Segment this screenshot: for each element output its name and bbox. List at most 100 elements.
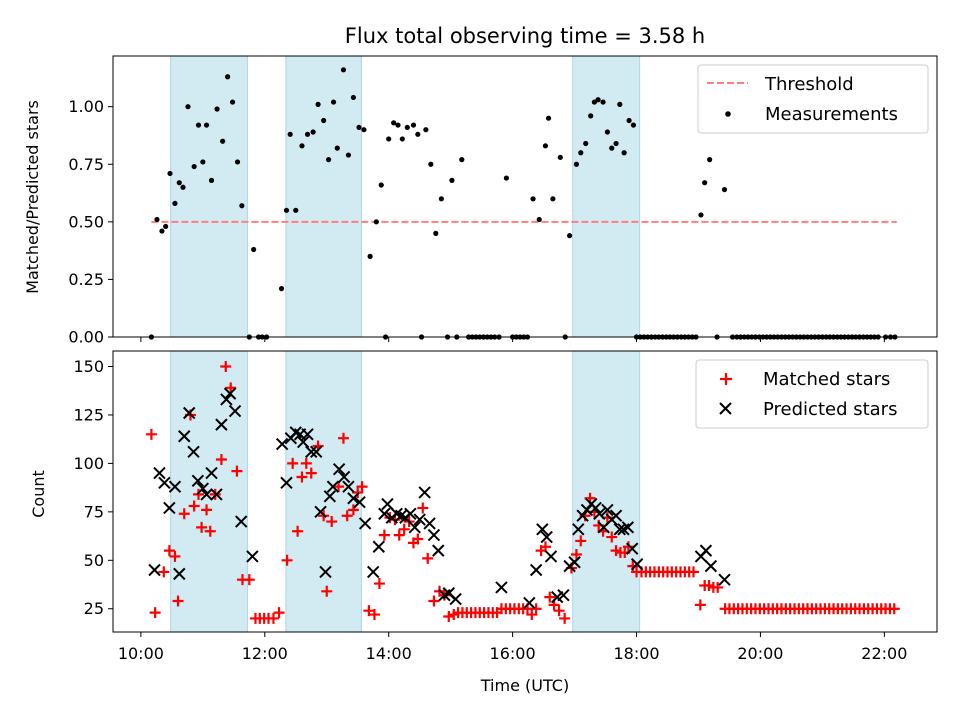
x-tick-label: 14:00 [366, 644, 412, 663]
predicted-star-point [589, 501, 602, 515]
measurement-point [449, 177, 455, 183]
measurement-point [299, 143, 305, 149]
top-x-ticks [140, 337, 885, 342]
measurement-point [721, 186, 728, 193]
measurement-point [557, 154, 563, 160]
matched-star-point [292, 525, 304, 537]
bottom-y-axis-label: Count [29, 470, 48, 518]
predicted-star-point [235, 515, 248, 528]
predicted-star-point [337, 470, 351, 484]
measurement-point [251, 246, 257, 253]
measurement-point [340, 67, 347, 73]
measurement-point [356, 124, 362, 131]
y-tick-label: 1.00 [68, 97, 104, 116]
measurement-point [583, 140, 589, 147]
measurement-point [229, 99, 236, 105]
y-tick-label: 0.25 [68, 270, 104, 289]
shaded-interval [572, 350, 641, 633]
measurement-point [176, 180, 182, 186]
predicted-star-point [568, 556, 581, 569]
measurement-point [220, 138, 226, 144]
measurement-point [399, 136, 405, 142]
predicted-star-point [536, 523, 549, 536]
matched-star-point [178, 508, 190, 520]
measurement-point [386, 136, 392, 142]
matched-star-point [888, 603, 900, 615]
measurement-point [315, 101, 321, 107]
measurement-point [330, 99, 337, 105]
x-tick-label: 20:00 [737, 644, 783, 663]
predicted-star-point [200, 488, 213, 501]
matched-star-point [231, 465, 243, 477]
measurement-point [600, 99, 606, 105]
predicted-star-point [372, 540, 385, 553]
legend-threshold-label: Threshold [764, 74, 854, 95]
predicted-star-point [630, 557, 644, 571]
matched-star-point [694, 599, 706, 611]
measurement-point [573, 161, 580, 167]
measurement-point [159, 228, 165, 234]
predicted-star-point [718, 573, 731, 586]
bottom-panel-frame [112, 350, 938, 633]
measurement-point [287, 131, 293, 137]
matched-star-point [333, 481, 345, 493]
predicted-star-point [187, 445, 200, 458]
matched-star-point [544, 591, 556, 603]
matched-star-point [352, 486, 364, 498]
x-tick-label: 22:00 [861, 644, 907, 663]
matched-star-point [188, 500, 200, 512]
y-tick-label: 75 [84, 502, 104, 521]
predicted-star-point [323, 490, 337, 503]
predicted-star-point [168, 480, 182, 493]
predicted-star-point [210, 488, 223, 501]
predicted-star-point [625, 542, 639, 555]
predicted-star-point [301, 428, 314, 441]
matched-star-point [192, 488, 204, 500]
measurement-point [438, 196, 444, 202]
predicted-star-point [593, 507, 606, 520]
matched-star-point [559, 612, 571, 624]
predicted-star-point [296, 435, 310, 449]
bottom-y-axis: 25 50 75 100 125 150 [73, 357, 113, 618]
matched-star-point [553, 605, 565, 617]
predicted-star-point [408, 521, 421, 534]
predicted-star-point [576, 509, 589, 522]
measurement-point [234, 159, 241, 165]
matched-star-point [321, 585, 333, 597]
predicted-star-point [427, 528, 441, 542]
predicted-star-point [353, 495, 366, 509]
measurement-point [433, 230, 439, 236]
predicted-star-point [449, 592, 462, 606]
predicted-star-point [342, 480, 355, 493]
measurement-point [154, 216, 160, 223]
matched-star-point [172, 595, 184, 607]
measurement-point [326, 157, 332, 163]
matched-star-point [341, 510, 353, 522]
matched-star-point [688, 566, 700, 578]
predicted-star-point [699, 544, 713, 557]
measurement-point [415, 131, 421, 137]
chart-title: Flux total observing time = 3.58 h [345, 24, 705, 48]
matched-star-point [149, 607, 161, 619]
top-panel: 0.00 0.25 0.50 0.75 1.00 Matched/Predicted s… [23, 55, 938, 347]
matched-star-point [575, 535, 587, 547]
predicted-star-point [523, 596, 536, 610]
measurement-point [702, 180, 708, 186]
predicted-star-point [182, 406, 196, 420]
measurement-point [604, 129, 611, 135]
measurement-point [588, 113, 594, 119]
matched-star-point [373, 578, 385, 590]
measurement-point [630, 122, 637, 128]
measurement-point [304, 131, 311, 137]
predicted-star-point [404, 507, 417, 520]
matched-star-point [622, 541, 634, 553]
matched-star-point [443, 610, 455, 622]
predicted-star-point [332, 463, 346, 476]
matched-star-point [326, 516, 338, 528]
measurement-point [310, 129, 316, 135]
measurement-point [208, 177, 215, 183]
measurement-point [595, 97, 601, 103]
matched-star-point [300, 457, 312, 469]
y-tick-label: 50 [84, 551, 104, 570]
